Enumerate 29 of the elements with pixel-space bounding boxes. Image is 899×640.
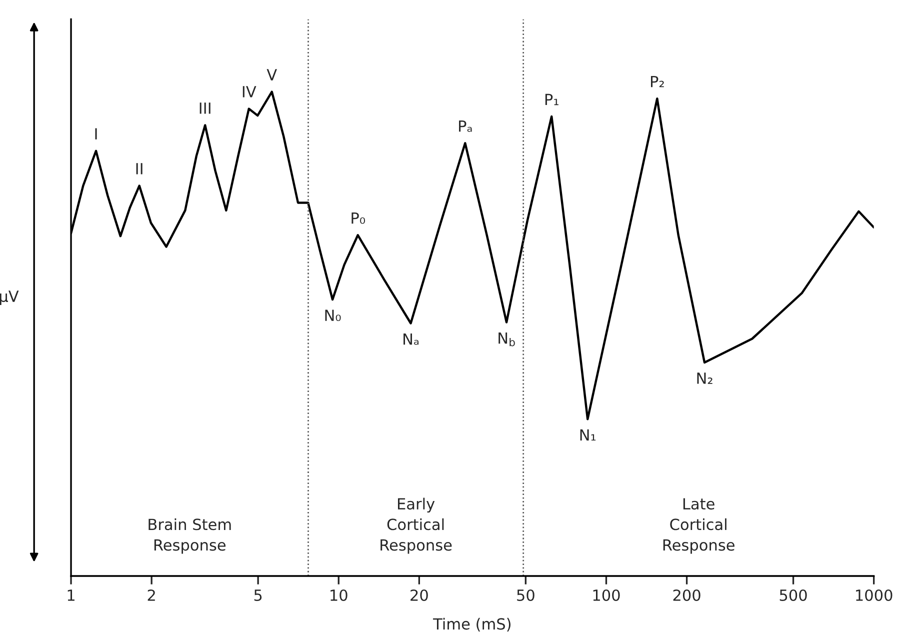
- x-tick-label: 2: [148, 589, 155, 601]
- annotation: Early Cortical Response: [380, 498, 452, 554]
- annotation: P₂: [650, 76, 664, 88]
- x-tick-label: 20: [410, 589, 428, 602]
- x-tick-label: 500: [780, 589, 807, 602]
- annotation: N$_{b}$: [498, 332, 515, 346]
- annotation: III: [200, 102, 210, 114]
- annotation: Pₐ: [459, 120, 472, 132]
- annotation: I: [95, 128, 97, 140]
- x-tick-label: 10: [330, 589, 348, 602]
- x-tick-label: 1: [68, 590, 74, 601]
- y-axis-title: µV: [0, 290, 19, 305]
- x-axis-title: Time (mS): [433, 618, 510, 632]
- annotation: N₂: [697, 372, 712, 384]
- annotation: Brain Stem Response: [148, 518, 231, 554]
- annotation: II: [136, 163, 142, 174]
- x-tick-label: 100: [593, 589, 620, 602]
- annotation: P₁: [545, 94, 558, 106]
- annotation: IV: [242, 86, 256, 98]
- x-tick-label: 200: [673, 589, 700, 602]
- annotation: Late Cortical Response: [663, 498, 734, 554]
- annotation: N₁: [580, 429, 596, 441]
- annotation: P₀: [352, 212, 365, 224]
- x-tick-label: 1000: [856, 589, 892, 602]
- annotation: V: [266, 69, 277, 80]
- annotation: N₀: [325, 310, 341, 322]
- x-tick-label: 5: [254, 590, 262, 602]
- x-tick-label: 50: [517, 589, 534, 602]
- annotation: Nₐ: [404, 333, 418, 345]
